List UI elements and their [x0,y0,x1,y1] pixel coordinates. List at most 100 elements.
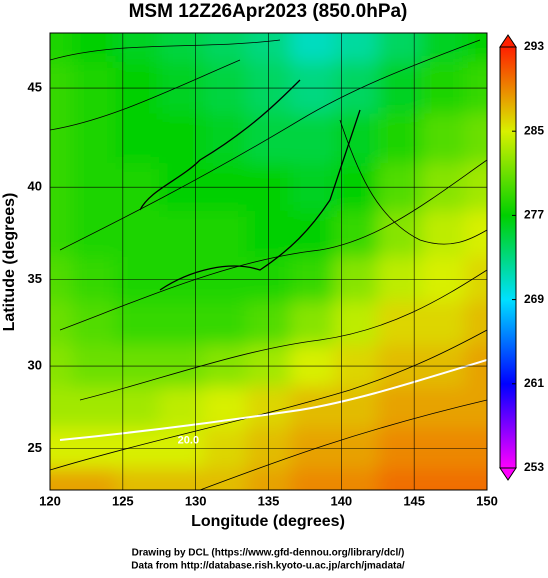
x-tick-label: 140 [330,493,352,508]
streamline [50,39,281,61]
temperature-cell [290,301,336,346]
temperature-cell [246,344,292,389]
temperature-cell [115,468,161,490]
temperature-cell [290,344,336,389]
x-tick-label: 150 [476,493,498,508]
temperature-cell [202,33,248,63]
temperature-cell [71,256,117,303]
temperature-cell [377,210,423,258]
temperature-cell [246,210,292,258]
temperature-cell [159,210,204,258]
temperature-cell [159,387,204,430]
temperature-cell [159,301,204,346]
temperature-cell [377,256,423,303]
temperature-cell [202,113,248,165]
temperature-cell [246,468,292,490]
credit: Data from http://database.rish.kyoto-u.a… [131,561,405,572]
temperature-cell [334,256,379,303]
y-tick-label: 30 [28,358,42,373]
x-tick-label: 135 [258,493,280,508]
temperature-cell [159,113,204,165]
temperature-cell [334,301,379,346]
temperature-cell [115,387,161,430]
colorbar-label: 285 [524,123,544,137]
temperature-cell [50,113,73,165]
temperature-cell [115,344,161,389]
temperature-cell [421,210,467,258]
colorbar-label: 253 [524,460,544,474]
colorbar-bottom [499,467,517,481]
temperature-cell [50,256,73,303]
x-tick-label: 145 [403,493,425,508]
temperature-cell [246,301,292,346]
y-tick-label: 25 [28,440,42,455]
temperature-cell [246,428,292,470]
colorbar-label: 261 [524,376,544,390]
temperature-cell [334,468,379,490]
temperature-cell [465,468,487,490]
streamline [339,119,487,245]
temperature-cell [202,344,248,389]
temperature-cell [71,113,117,165]
temperature-cell [377,387,423,430]
streamline [59,39,481,251]
streamlines [50,39,487,490]
temperature-cell [115,256,161,303]
contour-label: 20.0 [178,434,199,446]
colorbar-top [499,34,517,48]
y-tick-label: 45 [28,79,42,94]
temperature-cell [71,344,117,389]
temperature-cell [290,113,336,165]
temperature-cell [421,113,467,165]
temperature-cell [159,468,204,490]
temperature-cell [421,468,467,490]
credit: Drawing by DCL (https://www.gfd-dennou.o… [132,548,405,559]
streamline [199,399,487,490]
colorbar-label: 293 [524,39,544,53]
temperature-cell [159,344,204,389]
x-tick-label: 120 [39,493,61,508]
temperature-cell [71,468,117,490]
temperature-cell [421,256,467,303]
coastline [139,79,361,291]
temperature-cell [421,387,467,430]
temperature-cell [465,210,487,258]
temperature-cell [465,428,487,470]
temperature-cell [465,33,487,63]
y-tick-label: 35 [28,271,42,286]
temperature-cell [334,210,379,258]
temperature-cell [202,210,248,258]
temperature-cell [246,113,292,165]
temperature-cell [421,344,467,389]
temperature-cell [465,256,487,303]
temperature-cell [159,428,204,470]
temperature-cell [377,113,423,165]
temperature-cell [71,387,117,430]
y-axis-title: Latitude (degrees) [1,193,18,332]
temperature-cell [50,387,73,430]
streamline [50,329,487,471]
temperature-cell [50,344,73,389]
temperature-cell [71,210,117,258]
temperature-cell [115,428,161,470]
temperature-cell [71,33,117,63]
temperature-cell [115,301,161,346]
temperature-cell [421,428,467,470]
temperature-cell [377,468,423,490]
x-tick-label: 125 [112,493,134,508]
temperature-cell [377,428,423,470]
x-tick-label: 130 [185,493,207,508]
temperature-cell [202,428,248,470]
temperature-cell [50,301,73,346]
colorbar-label: 269 [524,292,544,306]
temperature-cell [334,428,379,470]
temperature-cell [50,468,73,490]
temperature-cell [246,33,292,63]
streamline [59,159,487,331]
temperature-cell [465,113,487,165]
chart-title: MSM 12Z26Apr2023 (850.0hPa) [129,1,408,22]
temperature-cell [202,256,248,303]
temperature-cell [290,210,336,258]
